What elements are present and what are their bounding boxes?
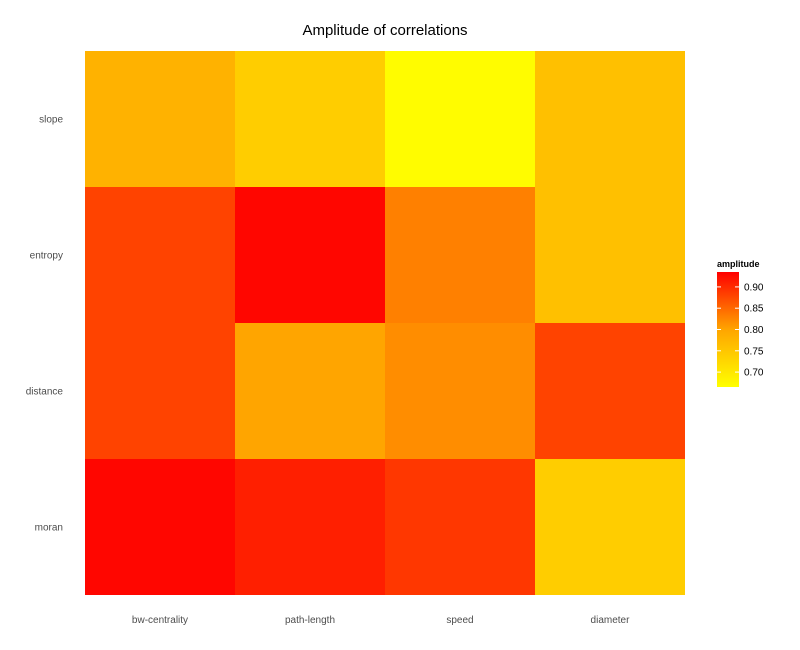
chart-title: Amplitude of correlations [302,22,467,39]
legend-tick-label: 0.70 [744,368,764,379]
color-legend: amplitude 0.90 0.85 0.80 0.75 0.70 [717,259,764,387]
legend-tick-label: 0.90 [744,282,764,293]
heatmap-cell-moran-diameter [535,459,685,595]
legend-tick-label: 0.75 [744,346,764,357]
heatmap-cell-slope-bw-centrality [85,51,235,187]
x-tick-label: bw-centrality [132,615,188,626]
heatmap-cell-entropy-path-length [235,187,385,323]
y-tick-label: slope [39,115,63,126]
heatmap-cell-entropy-bw-centrality [85,187,235,323]
legend-colorbar [717,272,739,387]
y-tick-label: moran [35,523,63,534]
x-tick-label: diameter [591,615,631,626]
x-axis-ticks: bw-centrality path-length speed diameter [132,615,630,626]
legend-ticks: 0.90 0.85 0.80 0.75 0.70 [717,282,764,379]
heatmap-cell-distance-diameter [535,323,685,459]
heatmap-cell-entropy-speed [385,187,535,323]
heatmap-cell-slope-path-length [235,51,385,187]
legend-tick-label: 0.85 [744,304,764,315]
heatmap-cell-entropy-diameter [535,187,685,323]
x-tick-label: path-length [285,615,335,626]
x-tick-label: speed [446,615,473,626]
heatmap-cell-distance-speed [385,323,535,459]
heatmap-cell-distance-path-length [235,323,385,459]
heatmap-cell-moran-speed [385,459,535,595]
y-tick-label: entropy [30,251,63,262]
legend-tick-label: 0.80 [744,325,764,336]
y-tick-label: distance [26,387,64,398]
heatmap-cell-moran-bw-centrality [85,459,235,595]
heatmap-cells [85,51,685,595]
heatmap-cell-slope-diameter [535,51,685,187]
heatmap-cell-moran-path-length [235,459,385,595]
y-axis-ticks: slope entropy distance moran [26,115,64,534]
legend-title: amplitude [717,259,760,269]
heatmap-cell-distance-bw-centrality [85,323,235,459]
heatmap-cell-slope-speed [385,51,535,187]
